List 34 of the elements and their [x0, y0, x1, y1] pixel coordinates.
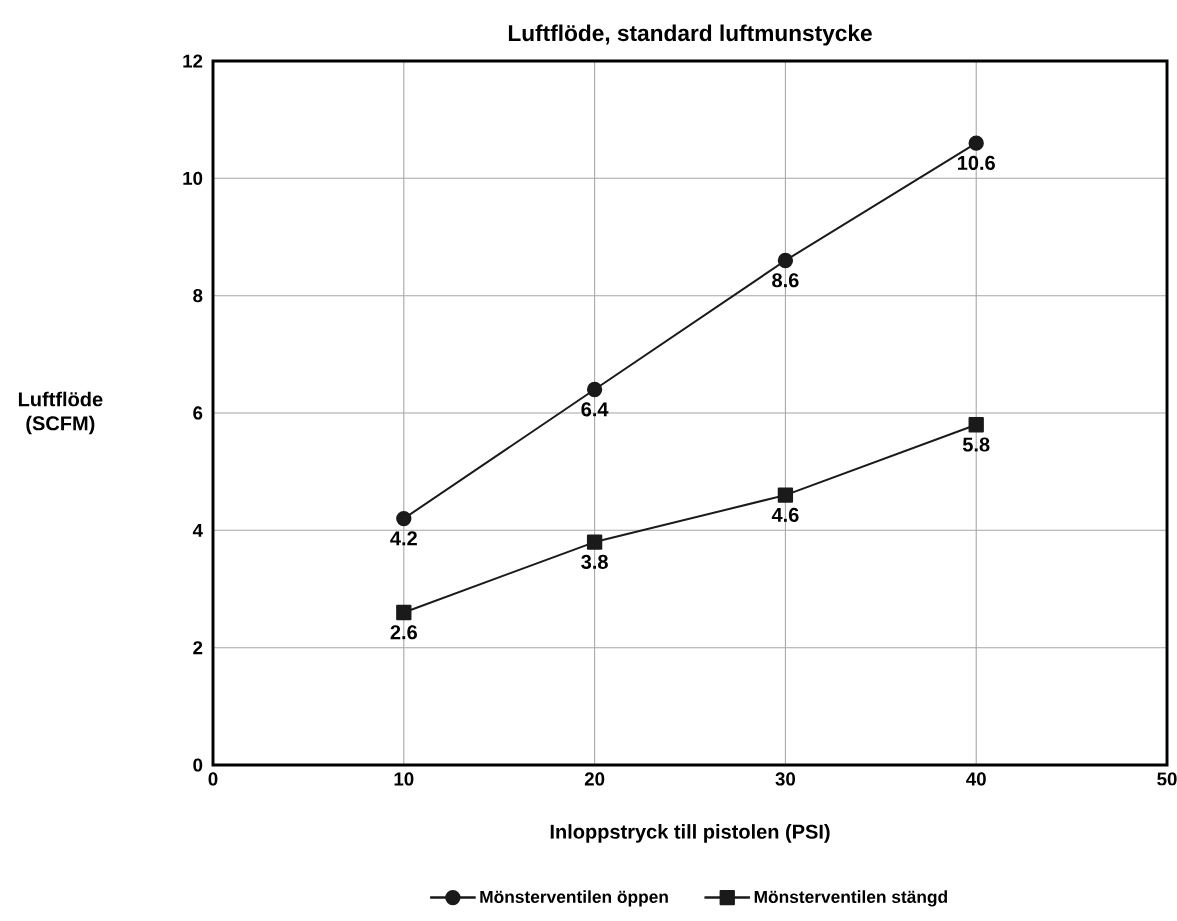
y-tick-label: 6: [193, 406, 203, 420]
point: [777, 487, 794, 503]
y-tick-label: 2: [193, 641, 203, 655]
data-label: 4.2: [390, 531, 417, 546]
data-label: 4.6: [771, 507, 799, 522]
data-label: 10.6: [958, 155, 995, 170]
data-label: 5.8: [962, 437, 990, 452]
data-label: 8.6: [772, 273, 799, 288]
point: [777, 252, 794, 269]
data-label: 6.4: [581, 402, 609, 417]
x-tick-label: 20: [584, 772, 605, 786]
x-tick-label: 10: [394, 772, 414, 786]
data-label: 2.6: [390, 625, 417, 640]
point: [396, 510, 412, 527]
point: [586, 381, 603, 398]
chart-title: Luftflöde, standard luftmunstycke: [508, 24, 872, 46]
point: [968, 135, 984, 151]
y-tick-label: 0: [193, 758, 203, 772]
y-tick-label: 4: [192, 523, 203, 537]
point: [968, 417, 984, 433]
x-tick-label: 30: [775, 772, 796, 786]
point: [396, 604, 412, 621]
point: [586, 534, 603, 550]
x-tick-label: 50: [1157, 772, 1177, 786]
y-axis-title: Luftflöde (SCFM): [18, 391, 103, 435]
data-label: 3.8: [581, 554, 608, 569]
y-tick-label: 10: [183, 171, 203, 185]
x-axis-title: Inloppstryck till pistolen (PSI): [550, 824, 830, 843]
legend-label: Mönsterventilen stängd: [754, 890, 947, 907]
x-tick-label: 0: [208, 772, 218, 786]
legend-label: Mönsterventilen öppen: [480, 890, 668, 907]
x-tick-label: 40: [966, 772, 986, 786]
y-tick-label: 8: [193, 289, 203, 303]
y-tick-label: 12: [183, 54, 203, 68]
